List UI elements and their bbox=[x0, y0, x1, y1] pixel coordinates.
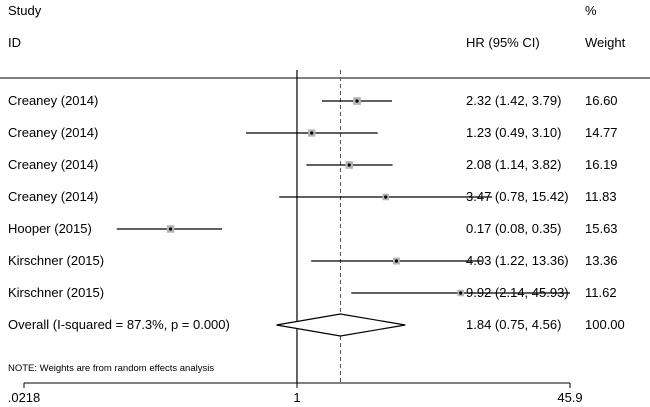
study-hr-ci-label: 9.92 (2.14, 45.93) bbox=[466, 285, 569, 300]
study-hr-ci-label: 3.47 (0.78, 15.42) bbox=[466, 189, 569, 204]
header-percent-label: % bbox=[585, 3, 597, 18]
point-estimate bbox=[394, 259, 399, 263]
overall-diamond bbox=[276, 313, 406, 337]
x-tick-label: .0218 bbox=[7, 390, 41, 405]
study-weight-label: 11.83 bbox=[585, 189, 617, 204]
point-estimate bbox=[459, 291, 463, 295]
study-hr-ci-label: 0.17 (0.08, 0.35) bbox=[466, 221, 562, 236]
study-hr-ci-label: 4.03 (1.22, 13.36) bbox=[466, 253, 569, 268]
study-id-label: Kirschner (2015) bbox=[8, 253, 105, 268]
point-estimate bbox=[168, 227, 173, 231]
study-weight-label: 15.63 bbox=[585, 221, 618, 236]
header-id-label: ID bbox=[8, 35, 21, 50]
point-estimate bbox=[384, 195, 388, 199]
study-weight-label: 14.77 bbox=[585, 125, 618, 140]
x-tick-label: 45.9 bbox=[557, 390, 583, 405]
overall-label: Overall (I-squared = 87.3%, p = 0.000) bbox=[8, 317, 230, 332]
point-estimate bbox=[347, 163, 351, 167]
study-hr-ci-label: 2.32 (1.42, 3.79) bbox=[466, 93, 562, 108]
study-weight-label: 16.19 bbox=[585, 157, 618, 172]
overall-hr-ci-label: 1.84 (0.75, 4.56) bbox=[466, 317, 562, 332]
random-effects-note: NOTE: Weights are from random effects an… bbox=[8, 363, 215, 374]
study-id-label: Creaney (2014) bbox=[8, 93, 99, 108]
study-weight-label: 13.36 bbox=[585, 253, 618, 268]
study-id-label: Creaney (2014) bbox=[8, 189, 99, 204]
study-hr-ci-label: 1.23 (0.49, 3.10) bbox=[466, 125, 562, 140]
study-weight-label: 11.62 bbox=[585, 285, 617, 300]
study-id-label: Creaney (2014) bbox=[8, 125, 99, 140]
header-weight-label: Weight bbox=[585, 35, 626, 50]
study-id-label: Creaney (2014) bbox=[8, 157, 99, 172]
point-estimate bbox=[310, 131, 314, 135]
header-effect-label: HR (95% CI) bbox=[466, 35, 540, 50]
study-id-label: Kirschner (2015) bbox=[8, 285, 105, 300]
study-id-label: Hooper (2015) bbox=[8, 221, 92, 236]
x-tick-label: 1 bbox=[293, 390, 301, 405]
study-hr-ci-label: 2.08 (1.14, 3.82) bbox=[466, 157, 562, 172]
study-weight-label: 16.60 bbox=[585, 93, 618, 108]
point-estimate bbox=[355, 99, 359, 103]
header-study-label: Study bbox=[8, 3, 42, 18]
overall-weight-label: 100.00 bbox=[585, 317, 625, 332]
